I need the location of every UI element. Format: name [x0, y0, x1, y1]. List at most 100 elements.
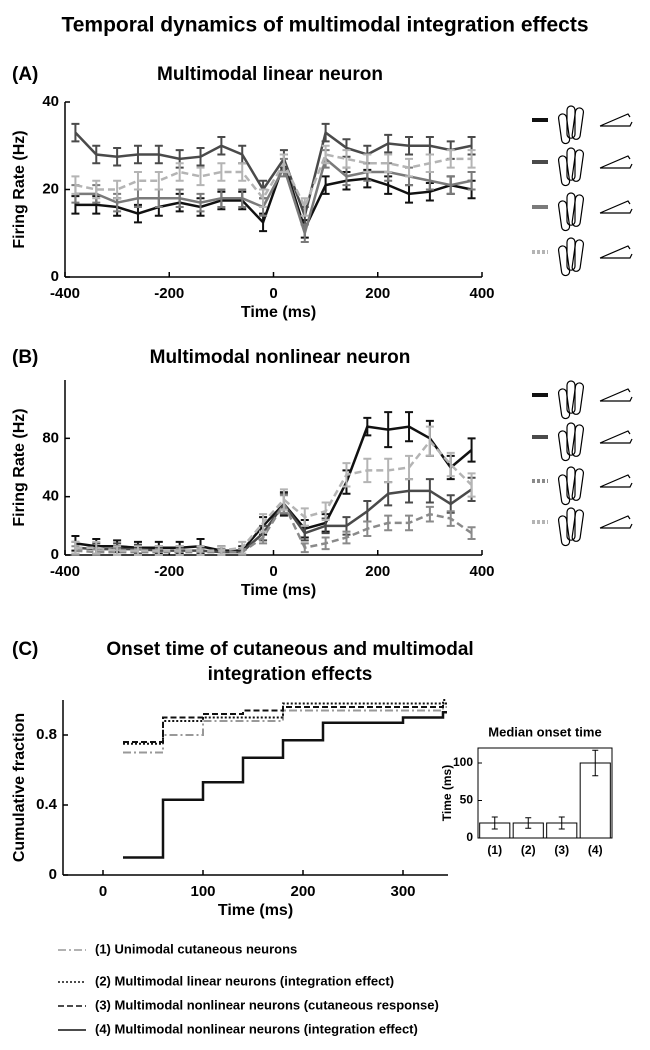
- error-bar: [425, 153, 434, 173]
- probe: [599, 113, 633, 127]
- finger: [571, 468, 585, 501]
- finger: [571, 509, 585, 542]
- finger: [571, 149, 585, 182]
- x-tick-label: (2): [521, 843, 536, 857]
- finger: [566, 466, 576, 500]
- error-bar: [342, 530, 351, 545]
- error-bar: [446, 494, 455, 514]
- x-tick-label: -200: [154, 285, 184, 302]
- error-bar: [384, 153, 393, 173]
- error-bar: [446, 149, 455, 169]
- y-axis-label: Time (ms): [440, 765, 454, 821]
- error-bar: [92, 144, 101, 165]
- x-axis-label: Time (ms): [218, 902, 293, 919]
- y-axis-label: Cumulative fraction: [11, 713, 28, 862]
- probe: [599, 200, 633, 214]
- plot-frame: [477, 747, 613, 839]
- error-bar: [467, 526, 476, 540]
- error-bar: [321, 122, 330, 143]
- finger: [557, 200, 571, 232]
- series-line: [75, 153, 472, 211]
- y-axis-label: Firing Rate (Hz): [11, 130, 28, 248]
- error-bar: [196, 192, 205, 213]
- error-bar: [467, 149, 476, 169]
- finger: [557, 388, 571, 420]
- error-bar: [196, 146, 205, 167]
- inset-title: Median onset time: [488, 724, 601, 739]
- x-tick-label: 0: [269, 563, 277, 580]
- error-bar: [300, 507, 309, 527]
- error-bar: [175, 188, 184, 208]
- x-axis-label: Time (ms): [241, 582, 316, 599]
- error-bar: [238, 162, 247, 182]
- error-bar: [467, 472, 476, 498]
- stimulus-icon: [557, 237, 633, 277]
- error-bar: [363, 153, 372, 173]
- error-bar: [113, 545, 122, 556]
- error-bar: [217, 545, 226, 556]
- error-bar: [384, 411, 393, 449]
- error-bar: [491, 816, 498, 830]
- series-line: [75, 501, 473, 554]
- error-bar: [321, 501, 330, 521]
- error-bar: [446, 451, 455, 478]
- finger: [571, 239, 585, 272]
- panel-title: Onset time of cutaneous and multimodal: [106, 639, 473, 660]
- series-line: [75, 439, 473, 552]
- panel-label: (C): [12, 639, 38, 660]
- series-line: [75, 425, 473, 552]
- error-bar: [259, 188, 268, 208]
- legend-label: (4) Multimodal nonlinear neurons (integr…: [95, 1021, 418, 1036]
- error-bar: [175, 545, 184, 556]
- probe: [599, 430, 633, 444]
- error-bar: [405, 454, 414, 481]
- y-tick-label: 100: [453, 755, 473, 769]
- x-tick-label: 400: [469, 563, 494, 580]
- legend-label: (2) Multimodal linear neurons (integrati…: [95, 973, 394, 988]
- error-bar: [300, 542, 309, 554]
- stimulus-icon: [557, 105, 633, 145]
- error-bar: [71, 175, 80, 195]
- panel-label: (A): [12, 64, 38, 85]
- error-bar: [71, 540, 80, 555]
- error-bar: [133, 171, 142, 191]
- error-bar: [558, 816, 565, 830]
- error-bar: [217, 136, 226, 156]
- y-tick-label: 50: [460, 793, 474, 807]
- y-tick-label: 40: [42, 488, 59, 505]
- probe: [599, 155, 633, 169]
- finger: [566, 147, 576, 181]
- finger: [557, 515, 571, 547]
- y-tick-label: 0.4: [36, 796, 58, 813]
- finger: [557, 245, 571, 277]
- y-tick-label: 0: [51, 546, 59, 563]
- stimulus-icon: [557, 466, 633, 506]
- y-tick-label: 80: [42, 429, 59, 446]
- error-bar: [92, 540, 101, 555]
- stimulus-icon: [557, 380, 633, 420]
- error-bar: [154, 171, 163, 191]
- panel-title: Multimodal linear neuron: [157, 64, 383, 85]
- error-bar: [133, 545, 142, 556]
- step-line: [123, 711, 447, 859]
- x-tick-label: 300: [390, 883, 415, 900]
- stimulus-icon: [557, 422, 633, 462]
- legend-label: (3) Multimodal nonlinear neurons (cutane…: [95, 997, 439, 1012]
- stimulus-icon: [557, 192, 633, 232]
- error-bar: [363, 457, 372, 484]
- finger: [566, 507, 576, 541]
- error-bar: [363, 500, 372, 523]
- probe: [599, 474, 633, 488]
- finger: [571, 424, 585, 457]
- probe: [599, 245, 633, 259]
- step-line: [123, 706, 447, 754]
- y-tick-label: 40: [42, 93, 59, 110]
- x-tick-label: (4): [588, 843, 603, 857]
- error-bar: [196, 166, 205, 187]
- finger: [557, 430, 571, 462]
- panel-title: integration effects: [208, 664, 373, 685]
- finger: [571, 107, 585, 140]
- error-bar: [446, 510, 455, 527]
- stimulus-icon: [557, 147, 633, 187]
- stimulus-icon: [557, 507, 633, 547]
